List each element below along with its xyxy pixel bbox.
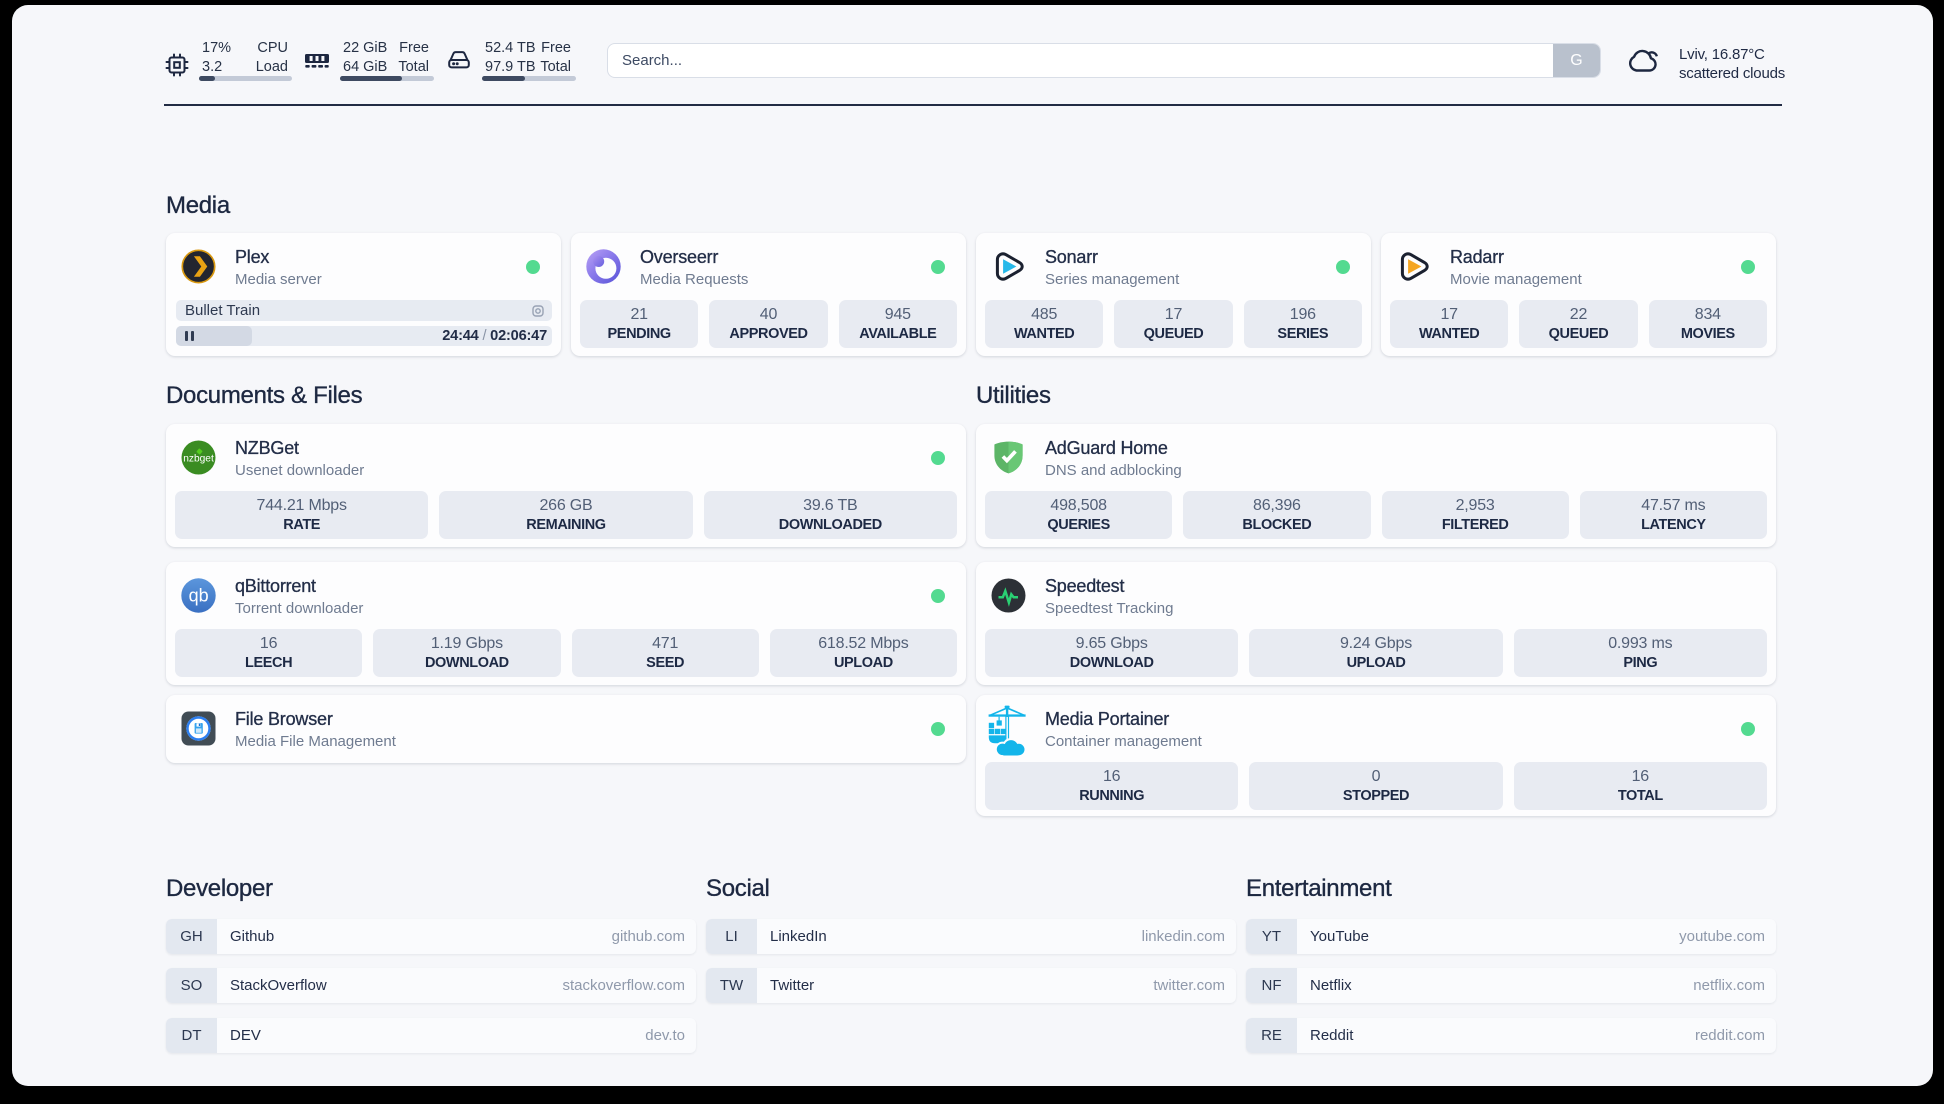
- svg-text:qb: qb: [189, 586, 209, 606]
- svg-text:nzbget: nzbget: [183, 454, 214, 465]
